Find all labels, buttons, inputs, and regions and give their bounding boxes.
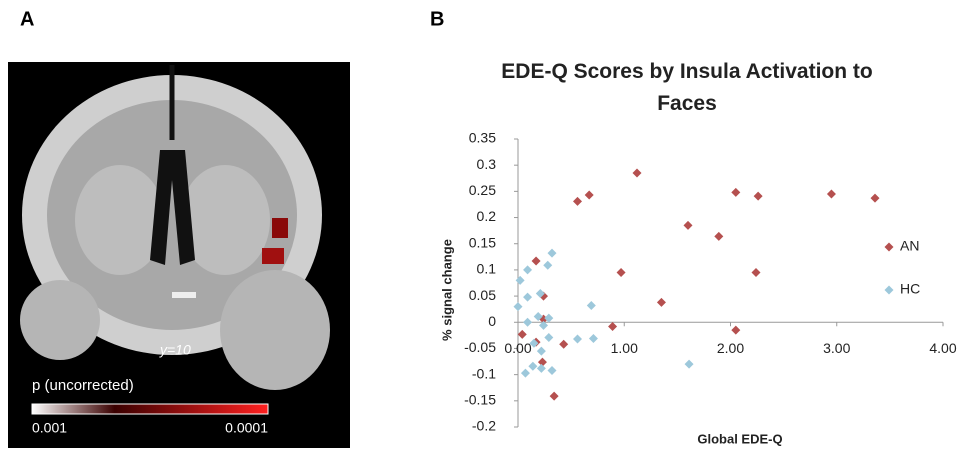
point xyxy=(754,192,763,201)
y-tick-label: 0.2 xyxy=(477,208,497,224)
point xyxy=(573,197,582,206)
point xyxy=(714,232,723,241)
legend-label: HC xyxy=(900,281,920,297)
point xyxy=(559,340,568,349)
panel-label: B xyxy=(430,8,444,30)
point xyxy=(587,301,596,310)
y-axis-title: % signal change xyxy=(439,239,454,341)
point xyxy=(523,265,532,274)
y-tick-label: -0.15 xyxy=(464,392,496,408)
x-tick-label: 0.00 xyxy=(504,340,531,356)
point xyxy=(543,261,552,270)
legend-label: AN xyxy=(900,238,919,254)
x-tick-label: 2.00 xyxy=(717,340,744,356)
point xyxy=(548,366,557,375)
point xyxy=(585,191,594,200)
legend-marker xyxy=(885,243,894,252)
x-tick-label: 3.00 xyxy=(823,340,850,356)
y-tick-label: -0.05 xyxy=(464,339,496,355)
point xyxy=(537,347,546,356)
point xyxy=(516,276,525,285)
point xyxy=(685,360,694,369)
point xyxy=(633,169,642,178)
colorbar-max: 0.0001 xyxy=(225,420,268,436)
panel-label: A xyxy=(20,8,34,30)
point xyxy=(523,318,532,327)
point xyxy=(523,293,532,302)
y-tick-label: 0 xyxy=(488,313,496,329)
y-tick-label: -0.2 xyxy=(472,418,496,434)
point xyxy=(731,188,740,197)
point xyxy=(871,194,880,203)
point xyxy=(514,302,523,311)
point xyxy=(528,362,537,371)
point xyxy=(617,268,626,277)
y-tick-label: 0.1 xyxy=(477,261,497,277)
x-tick-label: 1.00 xyxy=(611,340,638,356)
legend-marker xyxy=(885,286,894,295)
point xyxy=(684,221,693,230)
colorbar xyxy=(32,404,268,414)
point xyxy=(573,335,582,344)
point xyxy=(731,326,740,335)
point xyxy=(608,322,617,331)
slice-label: y=10 xyxy=(159,342,191,358)
colorbar-title: p (uncorrected) xyxy=(32,377,134,394)
y-tick-label: 0.25 xyxy=(469,182,496,198)
point xyxy=(827,189,836,198)
point xyxy=(752,268,761,277)
y-tick-label: 0.15 xyxy=(469,234,496,250)
point xyxy=(589,334,598,343)
point xyxy=(548,249,557,258)
point xyxy=(518,330,527,339)
y-tick-label: 0.05 xyxy=(469,287,496,303)
point xyxy=(521,369,530,378)
y-tick-label: 0.3 xyxy=(477,156,497,172)
point xyxy=(532,257,541,266)
x-tick-label: 4.00 xyxy=(929,340,956,356)
y-tick-label: -0.1 xyxy=(472,365,496,381)
point xyxy=(544,333,553,342)
x-axis-title: Global EDE-Q xyxy=(697,431,782,446)
figure: A y=10 p (uncorrected) 0.001 0.0001 B ED… xyxy=(0,0,970,456)
point xyxy=(550,392,559,401)
point xyxy=(537,364,546,373)
colorbar-min: 0.001 xyxy=(32,420,67,436)
y-tick-label: 0.35 xyxy=(469,130,496,146)
point xyxy=(657,298,666,307)
page: A y=10 p (uncorrected) 0.001 0.0001 B ED… xyxy=(0,0,970,456)
